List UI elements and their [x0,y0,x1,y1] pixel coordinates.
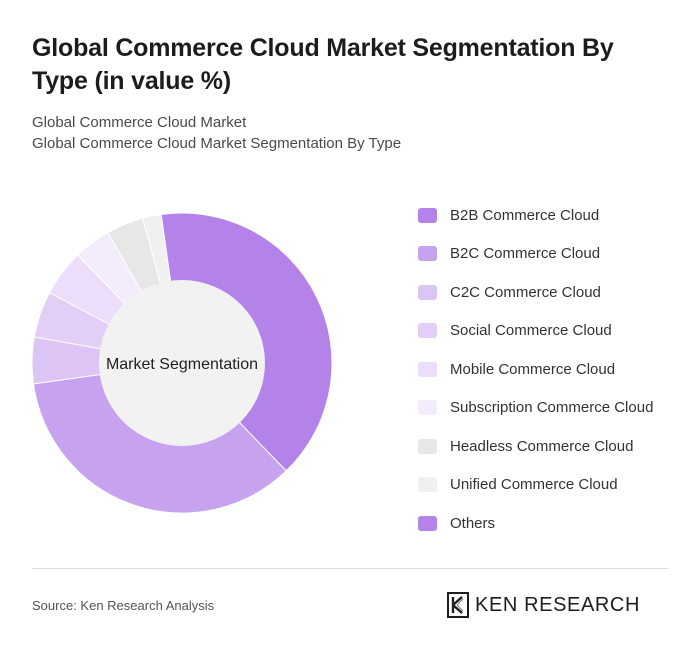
legend-label: Social Commerce Cloud [450,322,612,340]
legend-label: B2B Commerce Cloud [450,206,600,224]
donut-center-label: Market Segmentation [106,356,258,373]
chart-legend: B2B Commerce Cloud B2C Commerce Cloud C2C … [418,196,688,543]
legend-swatch [418,323,437,339]
legend-swatch [418,438,437,454]
legend-item: Others [418,504,688,543]
legend-swatch [418,515,437,531]
legend-item: Mobile Commerce Cloud [418,350,688,389]
chart-subtitle-segmentation: Global Commerce Cloud Market Segmentatio… [32,135,402,152]
donut-chart: Market Segmentation [22,203,342,523]
ken-research-k-logo-icon [447,592,469,618]
legend-item: Unified Commerce Cloud [418,466,688,505]
source-note: Source: Ken Research Analysis [32,598,215,613]
legend-swatch [418,361,437,377]
chart-subtitle-market: Global Commerce Cloud Market [32,114,247,131]
legend-item: B2B Commerce Cloud [418,196,688,235]
legend-item: Social Commerce Cloud [418,312,688,351]
chart-title: Global Commerce Cloud Market Segmentatio… [32,34,614,95]
legend-swatch [418,400,437,416]
legend-swatch [418,207,437,223]
legend-swatch [418,284,437,300]
legend-label: B2C Commerce Cloud [450,245,601,263]
legend-swatch [418,246,437,262]
ken-research-brand: KEN RESEARCH [447,592,640,618]
donut-chart-svg: Market Segmentation [31,212,333,514]
legend-label: Subscription Commerce Cloud [450,399,654,417]
donut-hole [99,280,265,446]
legend-label: Mobile Commerce Cloud [450,360,616,378]
legend-label: Others [450,514,496,532]
legend-item: B2C Commerce Cloud [418,235,688,274]
footer-divider [32,568,668,569]
legend-item: Subscription Commerce Cloud [418,389,688,428]
ken-research-wordmark: KEN RESEARCH [475,593,641,616]
legend-label: Headless Commerce Cloud [450,437,634,455]
legend-label: C2C Commerce Cloud [450,283,601,301]
legend-item: Headless Commerce Cloud [418,427,688,466]
legend-item: C2C Commerce Cloud [418,273,688,312]
legend-swatch [418,477,437,493]
legend-label: Unified Commerce Cloud [450,476,618,494]
